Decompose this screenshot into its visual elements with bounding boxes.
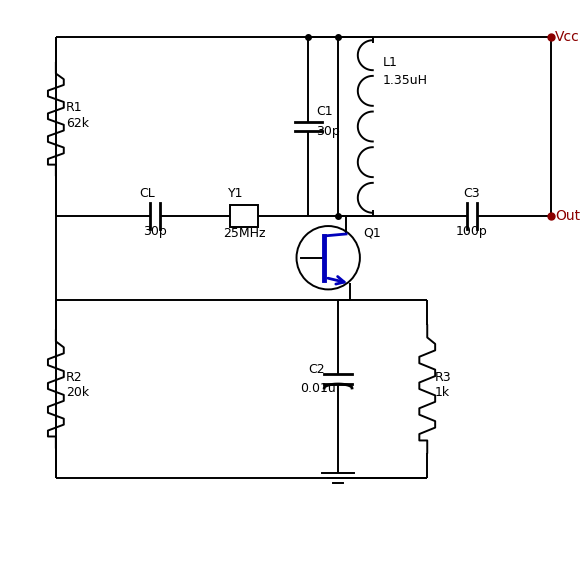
Text: L1: L1	[383, 56, 397, 69]
Text: 0.01u: 0.01u	[301, 382, 336, 395]
Text: Out: Out	[555, 209, 580, 223]
Text: 20k: 20k	[66, 386, 89, 399]
Text: 30p: 30p	[316, 125, 340, 138]
Text: R1: R1	[66, 101, 83, 114]
Bar	[230, 205, 258, 227]
Text: Y1: Y1	[229, 187, 244, 200]
Text: Q1: Q1	[363, 227, 381, 240]
Text: C3: C3	[464, 187, 480, 200]
Text: 100p: 100p	[456, 225, 488, 238]
Text: Vcc: Vcc	[555, 30, 580, 45]
Text: CL: CL	[139, 187, 155, 200]
Text: 1k: 1k	[435, 386, 450, 399]
Text: 1.35uH: 1.35uH	[383, 74, 428, 87]
Text: 30p: 30p	[143, 225, 167, 238]
Text: R2: R2	[66, 371, 83, 384]
Text: C2: C2	[308, 363, 325, 376]
Text: R3: R3	[435, 371, 452, 384]
Text: C1: C1	[316, 105, 333, 118]
Text: 62k: 62k	[66, 117, 88, 130]
Text: 25MHz: 25MHz	[223, 227, 265, 240]
